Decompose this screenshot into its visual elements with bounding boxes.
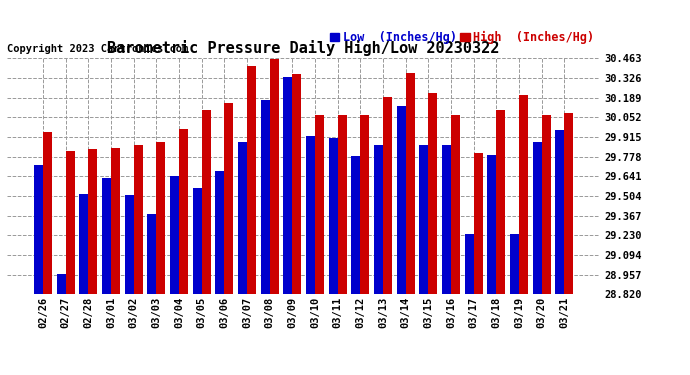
- Bar: [270, 58, 279, 294]
- Bar: [134, 145, 143, 294]
- Bar: [34, 165, 43, 294]
- Bar: [510, 234, 519, 294]
- Bar: [420, 145, 428, 294]
- Bar: [179, 129, 188, 294]
- Bar: [79, 194, 88, 294]
- Bar: [555, 130, 564, 294]
- Bar: [102, 178, 111, 294]
- Bar: [360, 115, 369, 294]
- Bar: [487, 155, 496, 294]
- Bar: [57, 274, 66, 294]
- Bar: [238, 142, 247, 294]
- Bar: [442, 145, 451, 294]
- Bar: [201, 110, 210, 294]
- Legend: Low  (Inches/Hg), High  (Inches/Hg): Low (Inches/Hg), High (Inches/Hg): [330, 31, 594, 44]
- Bar: [428, 93, 437, 294]
- Bar: [519, 94, 528, 294]
- Text: Copyright 2023 Cartronics.com: Copyright 2023 Cartronics.com: [7, 44, 188, 54]
- Bar: [406, 73, 415, 294]
- Bar: [156, 142, 166, 294]
- Title: Barometric Pressure Daily High/Low 20230322: Barometric Pressure Daily High/Low 20230…: [108, 40, 500, 56]
- Bar: [542, 115, 551, 294]
- Bar: [473, 153, 483, 294]
- Bar: [383, 98, 392, 294]
- Bar: [124, 195, 134, 294]
- Bar: [88, 149, 97, 294]
- Bar: [283, 77, 293, 294]
- Bar: [261, 100, 270, 294]
- Bar: [147, 214, 156, 294]
- Bar: [464, 234, 473, 294]
- Bar: [374, 145, 383, 294]
- Bar: [337, 115, 346, 294]
- Bar: [224, 103, 233, 294]
- Bar: [43, 132, 52, 294]
- Bar: [215, 171, 224, 294]
- Bar: [315, 115, 324, 294]
- Bar: [451, 115, 460, 294]
- Bar: [564, 113, 573, 294]
- Bar: [247, 66, 256, 294]
- Bar: [170, 177, 179, 294]
- Bar: [397, 106, 406, 294]
- Bar: [306, 136, 315, 294]
- Bar: [66, 151, 75, 294]
- Bar: [193, 188, 201, 294]
- Bar: [351, 156, 360, 294]
- Bar: [328, 138, 337, 294]
- Bar: [533, 142, 542, 294]
- Bar: [496, 110, 505, 294]
- Bar: [111, 148, 120, 294]
- Bar: [293, 74, 302, 294]
